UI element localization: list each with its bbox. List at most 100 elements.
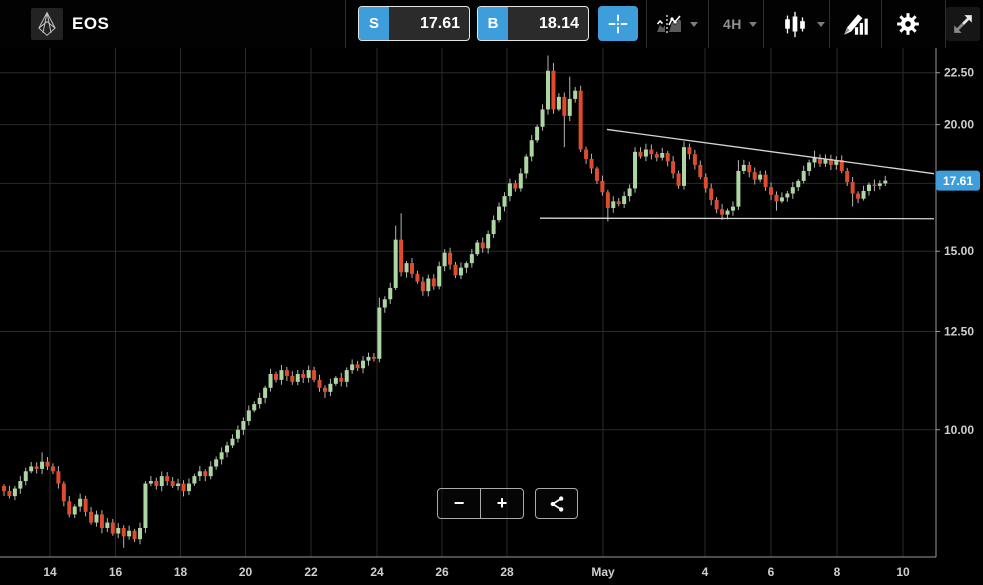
indicators-button[interactable] [841,0,871,48]
buy-button[interactable]: B 18.14 [477,6,589,41]
candle [692,154,697,165]
candle [676,173,681,186]
candle [556,96,561,110]
candle [589,158,594,169]
candle [578,90,583,150]
candle [192,476,197,484]
candle [877,183,882,186]
candle [502,196,507,207]
last-price-tag [936,170,980,191]
candle [241,421,246,430]
candle [513,183,518,189]
candle [866,184,871,191]
candle [600,180,605,193]
candle [828,158,833,165]
candle [448,252,453,265]
zoom-in-button[interactable]: + [496,493,508,513]
candle [138,527,142,540]
candle [469,254,474,264]
candle [165,476,170,482]
candle [7,491,12,497]
candle [279,370,284,380]
candle [464,263,469,268]
share-button[interactable] [535,488,578,519]
x-axis-label: 8 [834,565,841,579]
fullscreen-button[interactable] [946,7,980,41]
candle [507,183,512,197]
candle [366,356,371,361]
candle [497,206,502,221]
candle [883,180,888,184]
candle [546,70,550,110]
candle-style-icon [785,11,805,38]
timeframe-label: 4H [723,16,742,32]
candle [110,522,115,534]
candle [208,466,213,477]
candle [18,481,23,489]
eos-logo-icon [38,11,56,37]
candle [295,374,300,382]
candle [442,252,447,267]
candle [730,206,735,211]
candle [181,483,186,492]
candle [774,194,779,202]
candle [573,90,578,99]
timeframe-button[interactable]: 4H [723,0,757,48]
chart-compare-button[interactable] [655,0,698,48]
candle [779,197,784,202]
candle [404,263,409,273]
candle [67,501,72,515]
candle [415,273,420,282]
settings-button[interactable] [895,0,921,48]
candle [225,445,230,453]
trendline [606,128,935,175]
crosshair-icon [608,14,628,33]
candle [594,168,599,181]
chart-area[interactable]: 22.50 20.00 15.00 12.50 10.00 14 16 18 20 22 24 26 2… [0,48,983,585]
candle [94,514,99,523]
candle [812,157,817,163]
candle [89,511,94,523]
candle [40,461,45,469]
candle [56,471,61,484]
candle [850,182,855,194]
candle [524,156,529,174]
candle [747,164,752,173]
x-axis-label: 4 [702,565,709,579]
eos-logo [31,8,63,40]
candle [45,461,50,467]
candle [763,174,768,188]
candle [72,506,77,515]
candle [29,466,34,472]
symbol-title: EOS [72,14,110,33]
y-axis-label: 10.00 [944,423,974,437]
candle [2,486,6,492]
buy-price: 18.14 [538,14,579,32]
candle [796,180,801,188]
candle [322,387,327,392]
candle-style-button[interactable] [780,0,825,48]
candle [284,370,289,376]
candle [176,483,181,487]
candle [306,370,311,378]
candle [861,190,866,199]
sell-button[interactable]: S 17.61 [358,6,470,41]
divider [763,0,764,48]
y-axis-label: 12.50 [944,325,974,339]
trendline [539,217,935,220]
candle [540,109,545,127]
candle [399,239,404,273]
candle [203,471,208,477]
candle [834,160,839,165]
candle [458,267,463,276]
candle [660,153,665,158]
divider [829,0,830,48]
zoom-out-button[interactable]: − [438,489,481,518]
chevron-down-icon [748,21,757,27]
zoom-controls: − + [437,488,524,519]
candle [671,161,676,174]
y-axis-label: 22.50 [944,66,974,80]
fullscreen-icon [954,15,972,33]
candle [274,374,278,380]
crosshair-tool-button[interactable] [598,6,638,41]
